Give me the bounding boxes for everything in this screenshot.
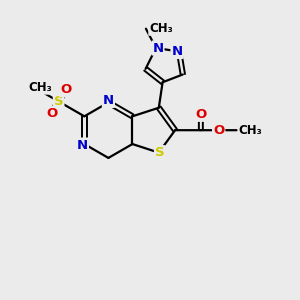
Text: N: N — [77, 139, 88, 152]
Text: CH₃: CH₃ — [28, 81, 52, 94]
Text: O: O — [195, 108, 206, 121]
Text: O: O — [60, 83, 71, 96]
Text: N: N — [103, 94, 114, 107]
Text: N: N — [152, 41, 164, 55]
Text: CH₃: CH₃ — [149, 22, 172, 35]
Text: CH₃: CH₃ — [238, 124, 262, 137]
Text: O: O — [46, 107, 57, 120]
Text: N: N — [172, 45, 183, 58]
Text: O: O — [213, 124, 224, 137]
Text: S: S — [54, 95, 63, 108]
Text: S: S — [155, 146, 165, 159]
